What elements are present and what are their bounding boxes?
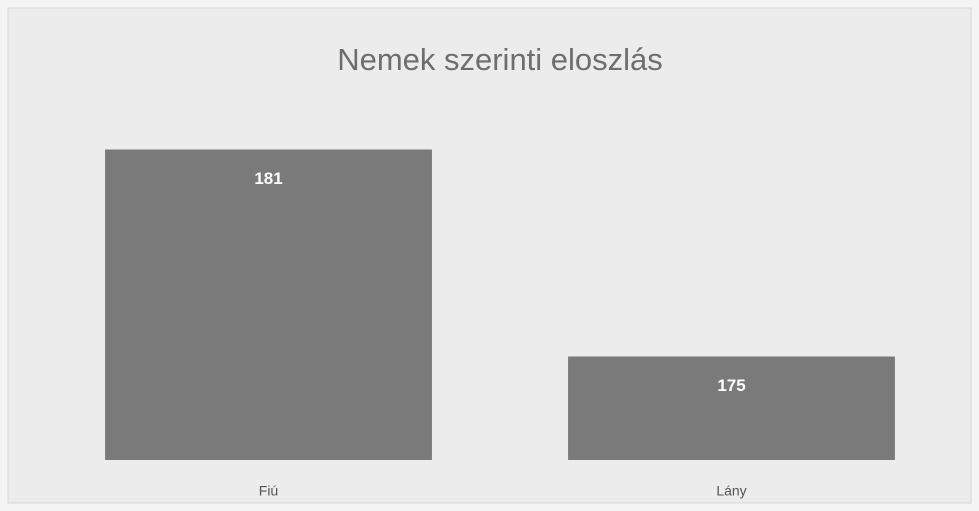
x-tick-label: Fiú [259,483,278,499]
bar [105,149,432,460]
data-label: 175 [717,376,745,395]
x-tick-label: Lány [716,483,746,499]
data-label: 181 [254,169,282,188]
bar [568,356,895,460]
chart-title: Nemek szerinti eloszlás [337,42,663,77]
